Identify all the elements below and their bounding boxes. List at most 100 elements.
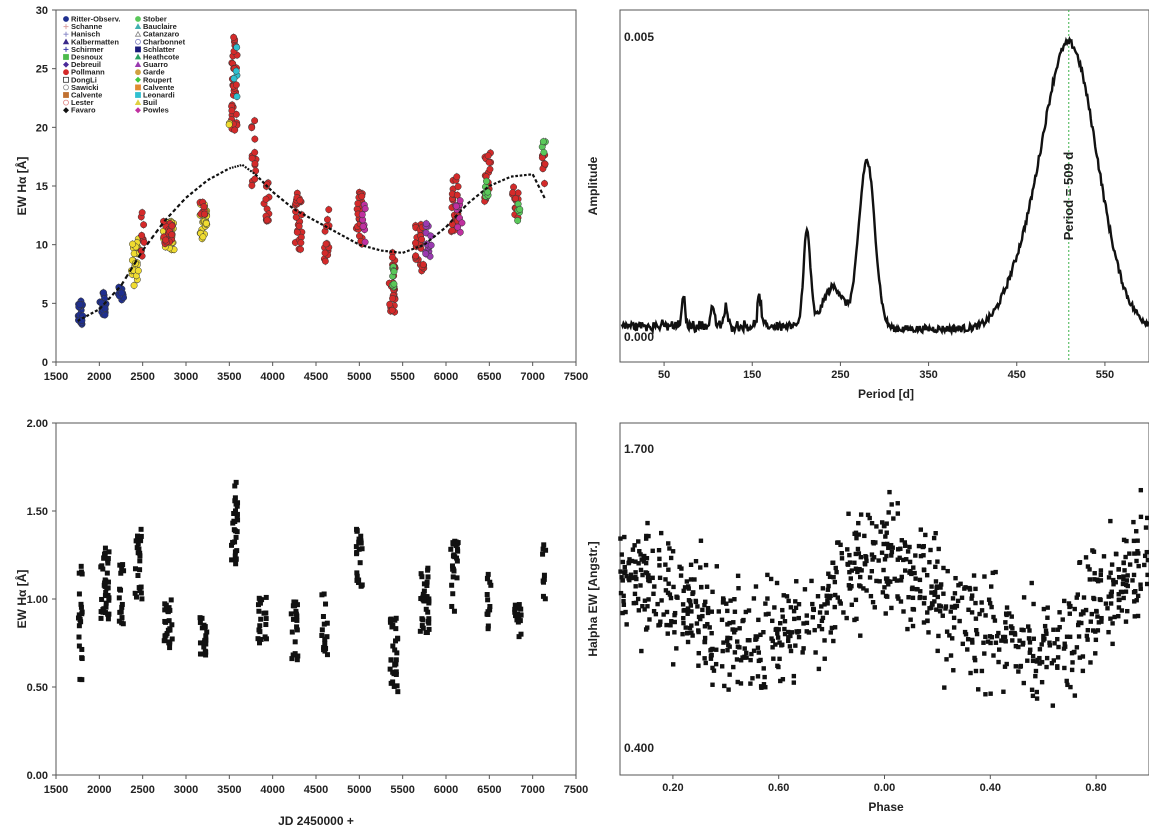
data-point bbox=[666, 541, 671, 546]
trend-segment bbox=[176, 203, 181, 208]
trend-segment bbox=[159, 222, 164, 228]
data-point bbox=[633, 584, 638, 589]
data-point bbox=[829, 625, 835, 631]
data-point bbox=[695, 604, 700, 609]
data-point bbox=[136, 585, 142, 591]
trend-segment bbox=[367, 245, 371, 249]
data-point bbox=[796, 615, 801, 621]
data-point bbox=[1034, 689, 1040, 695]
data-point bbox=[294, 617, 300, 623]
data-point bbox=[815, 594, 821, 599]
data-point bbox=[969, 593, 975, 598]
trend-segment bbox=[94, 309, 99, 313]
data-point bbox=[1037, 661, 1042, 666]
data-point bbox=[914, 586, 919, 592]
data-point bbox=[963, 585, 968, 590]
data-point bbox=[826, 583, 831, 589]
data-point bbox=[1108, 570, 1113, 575]
data-point bbox=[826, 571, 831, 576]
data-point bbox=[689, 623, 694, 628]
data-point bbox=[1143, 525, 1149, 530]
data-point bbox=[899, 574, 904, 580]
data-point bbox=[358, 533, 364, 539]
trend-segment bbox=[137, 252, 142, 259]
trend-segment bbox=[319, 222, 324, 226]
data-point bbox=[1123, 589, 1129, 594]
trend-segment bbox=[193, 187, 198, 192]
data-point bbox=[136, 546, 142, 552]
data-point bbox=[1004, 612, 1009, 618]
data-point bbox=[1087, 577, 1093, 582]
data-point bbox=[389, 624, 395, 630]
legend-marker bbox=[135, 16, 141, 22]
data-point bbox=[941, 591, 946, 596]
x-tick-label: 0.80 bbox=[1085, 782, 1106, 794]
data-point bbox=[203, 633, 209, 639]
data-point bbox=[951, 615, 957, 621]
data-point bbox=[775, 635, 781, 640]
data-point bbox=[642, 607, 647, 612]
data-point bbox=[294, 624, 300, 630]
data-point bbox=[819, 626, 825, 632]
y-axis: 0 5 10 15 20 25 30 bbox=[36, 5, 56, 369]
panel-ew-multi: Ritter-Observ.SchanneHanischKalbermatten… bbox=[14, 5, 588, 383]
legend-label: Hanisch bbox=[71, 30, 101, 39]
data-point bbox=[737, 626, 742, 631]
data-point bbox=[780, 607, 785, 613]
data-point bbox=[516, 634, 522, 640]
legend-label: Garde bbox=[143, 68, 165, 77]
data-point bbox=[874, 524, 879, 529]
data-point bbox=[945, 568, 950, 574]
data-point bbox=[1026, 636, 1032, 641]
data-point bbox=[102, 545, 108, 551]
trend-segment bbox=[484, 186, 489, 191]
trend-segment bbox=[98, 305, 103, 310]
data-point bbox=[450, 540, 456, 546]
data-point bbox=[99, 596, 105, 602]
data-point bbox=[713, 661, 719, 667]
data-point bbox=[422, 250, 430, 258]
data-point bbox=[688, 603, 694, 608]
data-point bbox=[1103, 601, 1109, 606]
data-point bbox=[969, 610, 975, 615]
trend-segment bbox=[298, 210, 302, 215]
data-point bbox=[995, 633, 1000, 639]
trend-segment bbox=[102, 300, 108, 306]
data-point bbox=[844, 615, 849, 621]
data-point bbox=[655, 601, 660, 607]
data-point bbox=[889, 502, 894, 507]
legend-label: Catanzaro bbox=[143, 30, 180, 39]
data-point bbox=[1034, 659, 1040, 664]
trend-segment bbox=[141, 246, 147, 252]
data-point bbox=[1131, 538, 1137, 544]
legend-label: Sawicki bbox=[71, 83, 99, 92]
data-point bbox=[732, 630, 737, 635]
data-point bbox=[1121, 537, 1127, 543]
data-point bbox=[775, 631, 780, 636]
data-point bbox=[789, 630, 795, 635]
data-point bbox=[734, 657, 740, 662]
data-point bbox=[294, 627, 300, 633]
data-point bbox=[1003, 639, 1008, 644]
trend-segment bbox=[359, 243, 363, 247]
data-point bbox=[817, 624, 822, 629]
data-point bbox=[864, 558, 869, 564]
data-point bbox=[1121, 595, 1126, 601]
data-point bbox=[388, 306, 396, 314]
data-point bbox=[755, 645, 761, 650]
data-point bbox=[229, 557, 235, 563]
data-point bbox=[725, 648, 730, 653]
legend-marker bbox=[134, 30, 142, 37]
trend-segment bbox=[289, 205, 294, 209]
data-point bbox=[881, 523, 887, 529]
data-point bbox=[1027, 650, 1033, 655]
data-point bbox=[130, 250, 138, 258]
data-point bbox=[852, 617, 857, 623]
data-point bbox=[921, 620, 927, 625]
amplitude-top-label: 0.005 bbox=[624, 30, 654, 44]
data-point bbox=[1132, 614, 1137, 619]
data-point bbox=[288, 611, 294, 617]
data-point bbox=[512, 195, 520, 202]
data-point bbox=[705, 610, 711, 616]
data-point bbox=[1124, 538, 1129, 544]
